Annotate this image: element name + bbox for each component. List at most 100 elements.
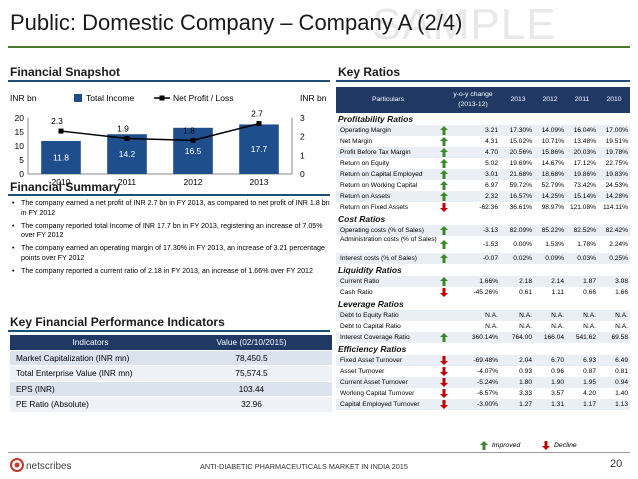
point-net-profit xyxy=(58,128,64,134)
kfpi-label: PE Ratio (Absolute) xyxy=(10,396,171,413)
chart-legend: Total Income Net Profit / Loss xyxy=(74,93,233,103)
table-row: Asset Turnover -4.07% 0.93 0.96 0.87 0.81 xyxy=(336,366,630,377)
table-row: Debt to Equity Ratio N.A. N.A. N.A. N.A. N.A. xyxy=(336,310,630,321)
ratio-yoy-value: -6.57% xyxy=(477,390,498,397)
point-net-profit xyxy=(256,121,262,127)
ratio-value-2011: 0.03% xyxy=(577,255,596,262)
ratio-label: Fixed Asset Turnover xyxy=(340,357,402,364)
ratio-yoy-value: 3.01 xyxy=(485,171,498,178)
ratio-label: Operating Margin xyxy=(340,127,391,134)
improved-arrow-icon xyxy=(440,126,448,135)
ratio-label: Interest costs (% of Sales) xyxy=(340,255,417,262)
legend-label-total-income: Total Income xyxy=(86,93,134,103)
decline-arrow-icon xyxy=(440,378,448,387)
improved-arrow-icon xyxy=(440,226,448,235)
ratio-value-2013: 82.09% xyxy=(509,227,532,234)
ratio-value-2011: 1.78% xyxy=(577,241,596,248)
x-axis-tick-label: 2011 xyxy=(118,177,137,186)
ratio-value-2012: 14.67% xyxy=(541,160,564,167)
ratio-value-2013: N.A. xyxy=(519,312,532,319)
ratio-value-2012: 1.11 xyxy=(551,289,564,296)
ratio-value-2012: 52.79% xyxy=(541,182,564,189)
kfpi-divider xyxy=(8,330,330,332)
kfpi-col-indicators: Indicators xyxy=(10,335,171,351)
ratio-category-heading: Efficiency Ratios xyxy=(338,344,407,354)
summary-divider xyxy=(8,194,330,196)
left-axis-tick-label: 20 xyxy=(15,113,25,123)
table-row: Current Asset Turnover -5.24% 1.80 1.90 1.95… xyxy=(336,377,630,388)
ratio-value-2013: 3.33 xyxy=(519,390,532,397)
ratio-value-2010: 19.83% xyxy=(605,171,628,178)
col-2011: 2011 xyxy=(574,96,590,103)
legend-decline-label: Decline xyxy=(554,442,577,450)
decline-arrow-icon xyxy=(440,356,448,365)
ratio-value-2013: 36.61% xyxy=(509,204,532,211)
ratio-value-2013: 1.27 xyxy=(519,401,532,408)
ratio-label: Profit Before Tax Margin xyxy=(340,149,411,156)
ratio-value-2013: 16.57% xyxy=(509,193,532,200)
key-ratios-heading: Key Ratios xyxy=(338,65,401,79)
ratio-value-2012: 1.90 xyxy=(551,379,564,386)
col-yoy-line2: (2013-12) xyxy=(458,101,488,108)
ratio-value-2012: 14.25% xyxy=(541,193,564,200)
improved-arrow-icon xyxy=(440,159,448,168)
ratio-label: Return on Capital Employed xyxy=(340,171,423,178)
ratio-value-2013: 1.80 xyxy=(519,379,532,386)
summary-bullet: The company earned a net profit of INR 2… xyxy=(12,199,330,218)
left-axis-label: INR bn xyxy=(10,93,37,103)
ratio-yoy-value: 5.02 xyxy=(485,160,498,167)
ratio-value-2013: 15.02% xyxy=(509,138,532,145)
ratio-label: Current Asset Turnover xyxy=(340,379,408,386)
decline-arrow-icon xyxy=(440,203,448,212)
improved-arrow-icon xyxy=(440,192,448,201)
ratio-value-2012: 6.70 xyxy=(551,357,564,364)
right-axis-tick-label: 3 xyxy=(300,113,305,123)
bar-total-income xyxy=(239,124,279,174)
legend-label-net-profit: Net Profit / Loss xyxy=(173,93,233,103)
ratio-value-2013: 20.56% xyxy=(509,149,532,156)
ratio-value-2010: 24.53% xyxy=(605,182,628,189)
ratio-label: Interest Coverage Ratio xyxy=(340,334,410,341)
slide-title: Public: Domestic Company – Company A (2/… xyxy=(10,10,463,35)
ratio-value-2011: 15.14% xyxy=(573,193,596,200)
ratios-divider xyxy=(336,80,630,82)
col-2013: 2013 xyxy=(510,96,526,103)
ratio-yoy-value: 1.66% xyxy=(479,278,498,285)
kfpi-value: 32.96 xyxy=(171,396,332,413)
ratio-value-2011: 16.04% xyxy=(573,127,596,134)
ratio-value-2013: 0.93 xyxy=(519,368,532,375)
left-axis-tick-label: 5 xyxy=(19,155,24,165)
ratio-value-2011: 1.87 xyxy=(583,278,596,285)
kfpi-heading: Key Financial Performance Indicators xyxy=(10,315,225,329)
table-row: Return on Capital Employed 3.01 21.68% 18.6… xyxy=(336,169,630,180)
table-row: Interest costs (% of Sales) -0.07 0.02% 0.0… xyxy=(336,253,630,264)
company-logo: netscribes xyxy=(10,457,90,478)
kfpi-value: 103.44 xyxy=(171,381,332,397)
right-axis-tick-label: 1 xyxy=(300,150,305,160)
table-row: Total Enterprise Value (INR mn) 75,574.5 xyxy=(10,365,332,382)
decline-arrow-icon xyxy=(440,288,448,297)
ratio-value-2012: 18.68% xyxy=(541,171,564,178)
table-row: Return on Fixed Assets -62.36 36.61% 98.97%… xyxy=(336,202,630,213)
right-axis-tick-label: 0 xyxy=(300,169,305,179)
col-particulars: Particulars xyxy=(371,96,405,103)
legend-swatch-total-income xyxy=(74,94,82,102)
ratio-yoy-value: 2.32 xyxy=(485,193,498,200)
table-row: Return on Equity 5.02 19.69% 14.67% 17.12% 22… xyxy=(336,158,630,169)
ratio-value-2010: 0.25% xyxy=(609,255,628,262)
table-row: Current Ratio 1.66% 2.18 2.14 1.87 3.08 xyxy=(336,276,630,287)
ratio-value-2011: 4.20 xyxy=(583,390,596,397)
ratio-value-2013: N.A. xyxy=(519,323,532,330)
right-axis-label: INR bn xyxy=(300,93,327,103)
ratio-label: Return on Fixed Assets xyxy=(340,204,409,211)
summary-bullet-list: The company earned a net profit of INR 2… xyxy=(12,199,330,280)
bar-data-label: 17.7 xyxy=(251,144,268,154)
ratio-value-2012: 98.97% xyxy=(541,204,564,211)
ratio-label: Return on Equity xyxy=(340,160,390,167)
financial-snapshot-heading: Financial Snapshot xyxy=(10,65,121,79)
line-data-label: 1.9 xyxy=(117,124,129,134)
kfpi-label: Total Enterprise Value (INR mn) xyxy=(10,365,171,382)
ratio-value-2010: 0.81 xyxy=(615,368,628,375)
bar-total-income xyxy=(173,127,213,174)
ratio-value-2010: 6.49 xyxy=(615,357,628,364)
